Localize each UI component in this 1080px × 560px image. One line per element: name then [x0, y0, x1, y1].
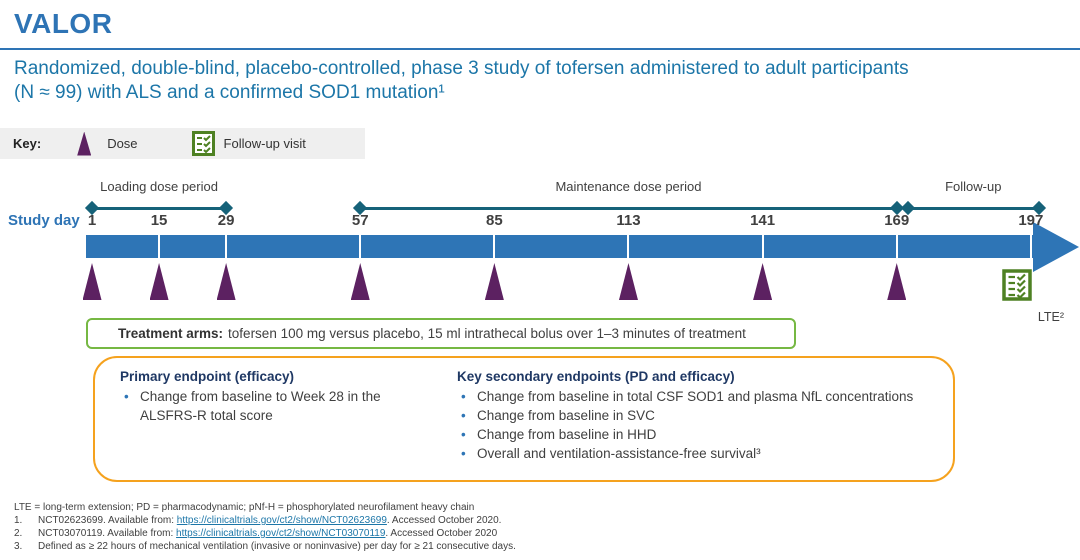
dose-marker-icon [484, 263, 504, 300]
footnotes: LTE = long-term extension; PD = pharmaco… [14, 501, 516, 553]
clinicaltrials-link[interactable]: https://clinicaltrials.gov/ct2/show/NCT0… [176, 515, 387, 526]
footnote-text: NCT02623699. Available from: https://cli… [38, 515, 502, 526]
title-divider [0, 48, 1080, 50]
dose-marker-icon [350, 263, 370, 300]
secondary-endpoints-header: Key secondary endpoints (PD and efficacy… [457, 369, 735, 384]
footnote-text: NCT03070119. Available from: https://cli… [38, 528, 498, 539]
treatment-arms-label: Treatment arms: [118, 326, 224, 341]
loading-period-label: Loading dose period [100, 179, 218, 194]
study-day-label: 113 [616, 212, 641, 229]
bar-divider [158, 235, 161, 258]
treatment-arms-text: tofersen 100 mg versus placebo, 15 ml in… [228, 326, 746, 341]
dose-marker-icon [82, 263, 102, 300]
endpoints-box: Primary endpoint (efficacy) Change from … [93, 356, 955, 482]
secondary-endpoints-section: Key secondary endpoints (PD and efficacy… [457, 369, 937, 463]
bar-divider [225, 235, 228, 258]
footnote-item: 3. Defined as ≥ 22 hours of mechanical ve… [14, 540, 516, 553]
legend-dose-label: Dose [107, 136, 138, 151]
endpoint-bullet: Change from baseline to Week 28 in the A… [120, 387, 440, 425]
legend-followup-label: Follow-up visit [223, 136, 306, 151]
endpoint-bullet: Overall and ventilation-assistance-free … [457, 444, 937, 463]
footnote-item: 1. NCT02623699. Available from: https://c… [14, 514, 516, 527]
bar-divider [1029, 235, 1032, 258]
dose-marker-icon [753, 263, 773, 300]
footnote-number: 3. [14, 541, 23, 552]
timeline-bar [86, 235, 1033, 258]
legend-title: Key: [13, 136, 42, 151]
secondary-endpoints-list: Change from baseline in total CSF SOD1 a… [457, 387, 937, 463]
followup-checklist-icon [191, 131, 215, 156]
bar-divider [895, 235, 898, 258]
study-day-label: 169 [884, 212, 910, 229]
dose-triangle-icon [77, 131, 92, 156]
primary-endpoint-list: Change from baseline to Week 28 in the A… [120, 387, 440, 425]
bar-divider [761, 235, 764, 258]
lte-extension-label: LTE² [1037, 310, 1064, 324]
followup-period-label: Follow-up [945, 179, 1002, 194]
abbreviations-line: LTE = long-term extension; PD = pharmaco… [14, 502, 475, 513]
maintenance-period-label: Maintenance dose period [555, 179, 702, 194]
study-description-line2: (N ≈ 99) with ALS and a confirmed SOD1 m… [14, 82, 445, 103]
legend: Key: Dose Follow-up visit [0, 128, 365, 159]
study-day-label: 57 [351, 212, 369, 229]
primary-endpoint-section: Primary endpoint (efficacy) Change from … [120, 369, 440, 425]
followup-period-bracket [907, 207, 1039, 210]
study-description-line1: Randomized, double-blind, placebo-contro… [14, 58, 909, 79]
clinicaltrials-link[interactable]: https://clinicaltrials.gov/ct2/show/NCT0… [176, 528, 386, 539]
page-title: VALOR [14, 8, 113, 39]
study-day-label: 85 [486, 212, 503, 229]
endpoint-bullet: Change from baseline in HHD [457, 425, 937, 444]
study-day-label: 141 [750, 212, 776, 229]
maintenance-period-bracket [360, 207, 897, 210]
study-day-axis-label: Study day [8, 212, 80, 229]
study-day-label: 197 [1018, 212, 1044, 229]
timeline-arrow-icon [1033, 222, 1079, 272]
study-day-label: 29 [217, 212, 235, 229]
study-day-label: 15 [150, 212, 168, 229]
footnote-number: 2. [14, 528, 23, 539]
footnote-number: 1. [14, 515, 23, 526]
loading-period-bracket [92, 207, 227, 210]
endpoint-bullet: Change from baseline in SVC [457, 406, 937, 425]
endpoint-bullet: Change from baseline in total CSF SOD1 a… [457, 387, 937, 406]
footnote-item: 2. NCT03070119. Available from: https://c… [14, 527, 516, 540]
study-timeline: Study day LTE² 1 15 29 57 85 113 141 169 197 Load… [0, 160, 1080, 330]
primary-endpoint-header: Primary endpoint (efficacy) [120, 369, 295, 384]
dose-marker-icon [618, 263, 638, 300]
bar-divider [493, 235, 496, 258]
footnote-text: Defined as ≥ 22 hours of mechanical vent… [38, 541, 516, 552]
dose-marker-icon [149, 263, 169, 300]
study-description: Randomized, double-blind, placebo-contro… [14, 57, 909, 105]
dose-marker-icon [887, 263, 907, 300]
study-day-label: 1 [87, 212, 97, 229]
followup-visit-checklist-icon [1002, 269, 1032, 306]
dose-marker-icon [216, 263, 236, 300]
bar-divider [627, 235, 630, 258]
bar-divider [359, 235, 362, 258]
treatment-arms-box: Treatment arms: tofersen 100 mg versus p… [86, 318, 796, 349]
